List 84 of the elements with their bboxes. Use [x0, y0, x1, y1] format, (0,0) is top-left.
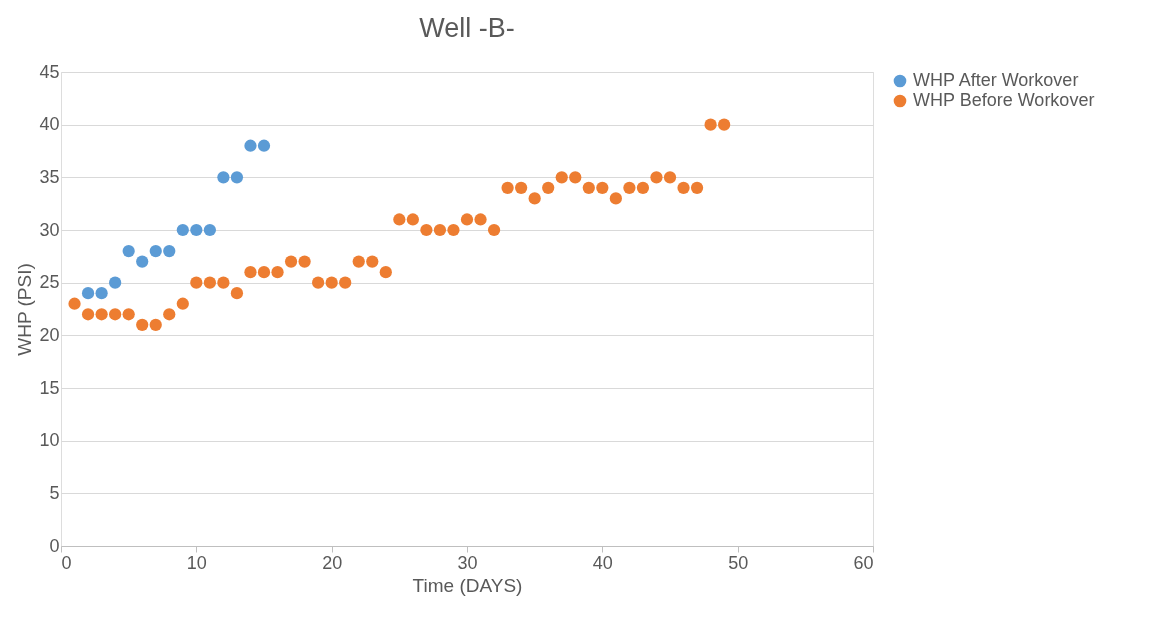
point	[487, 223, 501, 237]
point	[636, 181, 650, 194]
point	[163, 244, 176, 258]
point	[420, 223, 433, 237]
x-tick-label: 60	[853, 552, 874, 573]
point	[569, 171, 582, 184]
point	[230, 287, 244, 300]
y-tick-label: 20	[39, 324, 60, 345]
point	[596, 181, 609, 194]
y-tick-label: 35	[39, 166, 60, 187]
point	[122, 308, 135, 321]
y-axis-title: WHP (PSI)	[14, 263, 36, 356]
point	[582, 181, 595, 194]
y-tick-label: 10	[39, 430, 60, 451]
point	[257, 139, 271, 152]
point	[149, 318, 162, 331]
point	[312, 276, 325, 289]
y-tick-label: 5	[49, 482, 60, 503]
point	[690, 181, 704, 194]
point	[271, 266, 284, 279]
legend-label: WHP After Workover	[913, 70, 1079, 90]
point	[81, 287, 95, 300]
point	[217, 276, 230, 289]
chart-title: Well -B-	[419, 13, 515, 43]
point	[379, 266, 392, 279]
y-tick-label: 40	[39, 114, 60, 135]
point	[474, 213, 487, 226]
point	[217, 171, 230, 184]
point	[542, 181, 555, 194]
point	[176, 297, 189, 310]
point	[244, 139, 257, 152]
point	[447, 223, 460, 237]
x-axis-title: Time (DAYS)	[412, 574, 523, 596]
point	[406, 213, 419, 226]
point	[109, 308, 122, 321]
legend-label: WHP Before Workover	[913, 90, 1095, 110]
x-tick-label: 10	[186, 552, 207, 573]
y-tick-label: 30	[39, 219, 60, 240]
point	[284, 255, 298, 268]
x-tick-label: 30	[457, 552, 478, 573]
point	[677, 181, 690, 194]
point	[81, 308, 95, 321]
point	[68, 297, 81, 310]
point	[501, 181, 514, 194]
point	[460, 213, 474, 226]
y-tick-label: 45	[39, 61, 60, 82]
point	[663, 171, 677, 184]
point	[95, 308, 108, 321]
point	[298, 255, 311, 268]
point	[366, 255, 379, 268]
point	[433, 223, 447, 237]
point	[190, 223, 203, 237]
point	[203, 276, 216, 289]
point	[163, 308, 176, 321]
point	[555, 171, 568, 184]
point	[609, 192, 622, 205]
point	[393, 213, 406, 226]
point	[528, 192, 541, 205]
point	[244, 266, 257, 279]
point	[136, 318, 149, 331]
point	[203, 223, 216, 237]
x-tick-label: 40	[592, 552, 613, 573]
y-tick-label: 25	[39, 272, 60, 293]
y-tick-label: 15	[39, 377, 60, 398]
x-tick-label: 50	[728, 552, 749, 573]
point	[149, 244, 162, 258]
point	[515, 181, 528, 194]
point	[122, 244, 135, 258]
point	[704, 118, 717, 131]
point	[352, 255, 365, 268]
point	[190, 276, 203, 289]
point	[176, 223, 189, 237]
point	[339, 276, 352, 289]
y-tick-label: 0	[49, 535, 60, 556]
x-tick-label: 20	[322, 552, 343, 573]
point	[257, 266, 271, 279]
point	[718, 118, 731, 131]
point	[95, 287, 108, 300]
point	[325, 276, 338, 289]
point	[650, 171, 663, 184]
point	[623, 181, 636, 194]
point	[230, 171, 244, 184]
point	[136, 255, 149, 268]
point	[109, 276, 122, 289]
